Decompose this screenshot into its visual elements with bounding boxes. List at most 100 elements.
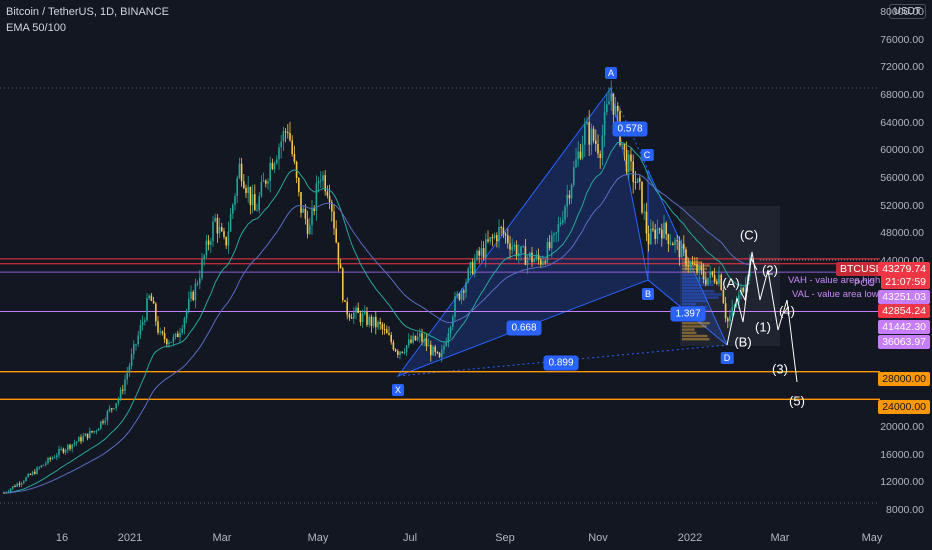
- candle-body: [216, 217, 219, 234]
- candle-body: [36, 467, 38, 474]
- candle-body: [489, 237, 491, 242]
- candle-body: [344, 300, 346, 302]
- candle-body: [449, 327, 452, 334]
- candle-body: [188, 298, 190, 311]
- candle-body: [95, 430, 98, 432]
- vah-label: VAH - value area high: [788, 275, 881, 286]
- candle-body: [71, 444, 73, 449]
- candle-body: [9, 488, 12, 492]
- candle-body: [117, 398, 120, 404]
- candle-body: [476, 250, 478, 260]
- candle-body: [674, 240, 676, 246]
- candle-body: [432, 346, 434, 356]
- candle-body: [284, 131, 287, 133]
- candle-body: [27, 474, 29, 478]
- candle-body: [306, 218, 309, 234]
- indicator-legend[interactable]: EMA 50/100: [6, 22, 66, 34]
- candle-body: [540, 259, 542, 265]
- wave-label-2: (2): [762, 262, 778, 278]
- candle-body: [480, 248, 483, 256]
- candle-body: [720, 274, 722, 290]
- candle-body: [463, 290, 465, 293]
- time-axis-tick: May: [307, 532, 329, 544]
- candle-body: [357, 307, 359, 314]
- candle-body: [581, 144, 584, 159]
- candle-body: [520, 246, 522, 254]
- candle-body: [84, 433, 87, 437]
- harmonic-point-x: X: [391, 384, 405, 396]
- time-axis-tick: 16: [55, 532, 69, 544]
- candle-body: [194, 283, 197, 301]
- candle-body: [234, 196, 236, 205]
- candle-body: [526, 257, 529, 265]
- candle-body: [608, 101, 610, 105]
- candle-body: [221, 227, 223, 232]
- candle-body: [588, 122, 590, 145]
- candle-body: [56, 455, 58, 458]
- candle-body: [353, 312, 355, 319]
- candle-body: [650, 228, 652, 245]
- candle-body: [460, 290, 463, 300]
- candle-body: [273, 163, 276, 170]
- candle-body: [53, 457, 56, 459]
- candle-body: [150, 295, 153, 301]
- candle-body: [40, 465, 43, 468]
- candle-body: [641, 181, 643, 213]
- candle-body: [584, 124, 586, 145]
- candle-body: [366, 311, 368, 325]
- candle-body: [575, 159, 577, 168]
- candle-body: [163, 333, 166, 340]
- candle-body: [694, 263, 696, 265]
- candle-body: [599, 153, 601, 158]
- currency-selector[interactable]: USDT: [888, 4, 926, 19]
- candle-body: [291, 140, 293, 155]
- candle-body: [339, 264, 342, 269]
- symbol-legend[interactable]: Bitcoin / TetherUS, 1D, BINANCE: [6, 6, 170, 18]
- candle-body: [735, 303, 738, 306]
- candle-body: [625, 149, 628, 172]
- volume-profile-bar: [682, 286, 701, 290]
- candle-body: [566, 194, 568, 207]
- candle-body: [247, 186, 249, 193]
- candle-body: [298, 177, 300, 193]
- candle-body: [394, 349, 397, 352]
- candle-body: [45, 463, 47, 465]
- candle-body: [337, 242, 340, 265]
- price-axis-tick: 52000.00: [880, 199, 924, 212]
- candle-body: [617, 105, 619, 112]
- candle-body: [507, 235, 509, 244]
- candle-body: [500, 226, 502, 228]
- candle-body: [124, 379, 126, 391]
- val-price-badge: 41442.30: [878, 320, 930, 334]
- ratio-bcd: 1.397: [670, 306, 706, 322]
- candle-body: [738, 294, 740, 304]
- candle-body: [586, 122, 588, 125]
- candle-body: [311, 208, 313, 226]
- candle-body: [42, 464, 45, 466]
- candle-body: [544, 261, 546, 263]
- candle-body: [293, 154, 296, 162]
- candle-body: [93, 431, 95, 433]
- candle-body: [515, 244, 518, 257]
- candle-body: [139, 325, 142, 336]
- candle-body: [157, 321, 159, 333]
- candle-body: [89, 430, 91, 439]
- candle-body: [628, 154, 630, 172]
- candle-body: [496, 235, 498, 242]
- candle-body: [383, 329, 386, 331]
- candle-body: [62, 448, 65, 453]
- candle-body: [676, 240, 678, 242]
- candle-body: [67, 444, 69, 450]
- price-axis-tick: 48000.00: [880, 227, 924, 240]
- candle-body: [425, 338, 428, 347]
- candle-body: [623, 143, 626, 150]
- time-axis-tick: Sep: [495, 532, 515, 544]
- candle-body: [49, 458, 51, 460]
- candle-body: [265, 180, 267, 184]
- candle-body: [531, 252, 533, 263]
- candle-body: [106, 411, 109, 421]
- poc-price-badge: 36063.97: [878, 335, 930, 349]
- candle-body: [559, 222, 562, 225]
- candle-body: [597, 143, 599, 154]
